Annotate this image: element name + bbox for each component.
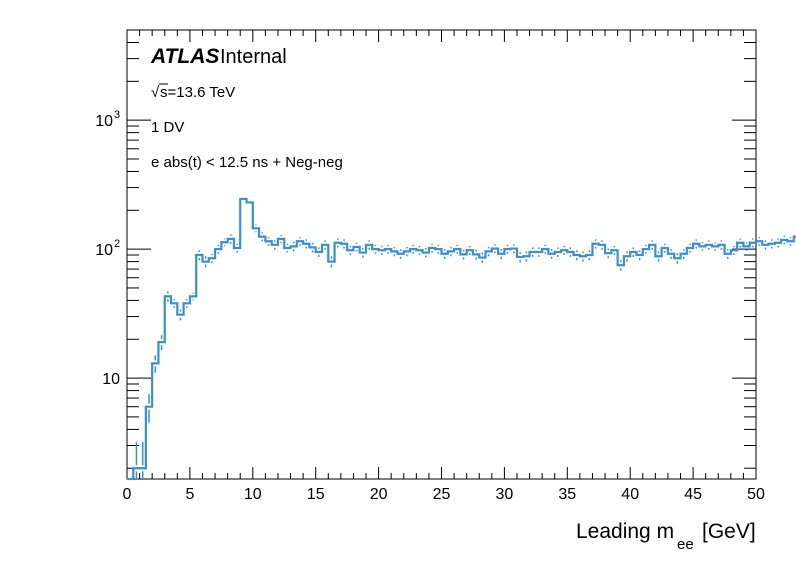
dv-label: 1 DV [151,119,184,136]
x-tick-label: 20 [370,486,388,503]
x-axis: 0 5 10 15 20 25 30 35 40 45 50 [123,30,765,503]
x-axis-title: Leading m [576,520,674,543]
x-tick-label: 15 [307,486,325,503]
x-tick-label: 50 [747,486,765,503]
x-tick-label: 30 [496,486,514,503]
x-axis-title-unit: [GeV] [702,520,756,543]
x-tick-label: 25 [433,486,451,503]
x-axis-title-subscript: ee [677,536,694,553]
energy-label: s=13.6 TeV [160,84,235,101]
y-tick-label-exponent: 2 [114,238,120,250]
x-tick-label: 45 [684,486,702,503]
selection-label: e abs(t) < 12.5 ns + Neg-neg [151,154,343,171]
sqrt-symbol: √ [151,84,160,101]
x-tick-label: 0 [123,486,132,503]
y-tick-label: 10 [95,242,113,259]
y-tick-label: 10 [95,113,113,130]
histogram-series [127,195,796,481]
internal-label: Internal [220,46,287,68]
y-tick-label: 10 [102,371,120,388]
histogram-line [127,197,796,481]
x-tick-label: 35 [558,486,576,503]
y-tick-label-exponent: 3 [114,109,120,121]
x-tick-label: 10 [244,486,262,503]
x-tick-label: 5 [185,486,194,503]
atlas-label: ATLAS [150,45,219,68]
x-tick-label: 40 [621,486,639,503]
